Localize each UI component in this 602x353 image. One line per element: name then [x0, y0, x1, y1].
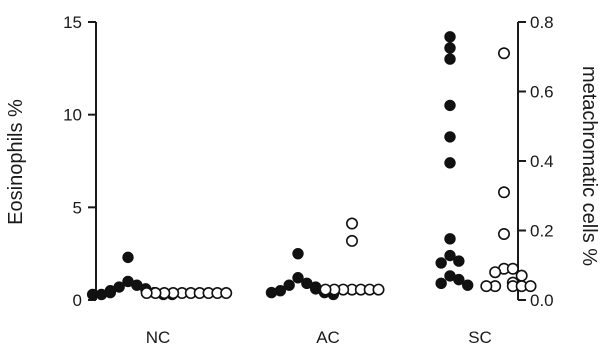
eosinophil-point — [122, 251, 134, 264]
left-y-axis: 0 5 10 15 — [63, 13, 97, 310]
right-tick-label: 0.0 — [530, 291, 554, 310]
left-axis-title: Eosinophils % — [5, 99, 27, 225]
eosinophil-point — [444, 233, 456, 245]
right-tick-label: 0.8 — [530, 13, 554, 32]
eosinophil-point — [444, 131, 456, 143]
metachromatic-point — [515, 269, 528, 282]
eosinophil-point — [444, 249, 456, 262]
eosinophil-point — [461, 279, 474, 291]
metachromatic-point — [345, 234, 358, 247]
right-y-axis: 0.0 0.2 0.4 0.6 0.8 — [517, 13, 554, 310]
eosinophil-point — [292, 247, 304, 260]
category-label-ac: AC — [316, 328, 340, 347]
left-tick-label: 15 — [63, 13, 82, 32]
metachromatic-point — [345, 217, 358, 230]
right-tick-label: 0.2 — [530, 222, 554, 241]
eosinophil-point — [453, 273, 465, 286]
right-tick-label: 0.4 — [530, 152, 554, 171]
data-points — [86, 31, 537, 301]
category-label-sc: SC — [468, 328, 492, 347]
eosinophil-point — [444, 157, 456, 169]
eosinophil-point — [453, 255, 465, 267]
metachromatic-point — [319, 283, 332, 296]
eosinophil-point — [435, 277, 447, 290]
metachromatic-point — [140, 287, 153, 300]
metachromatic-point — [497, 186, 510, 199]
eosinophil-point — [444, 31, 456, 43]
metachromatic-point — [489, 266, 502, 279]
metachromatic-point — [372, 283, 385, 296]
right-tick-label: 0.6 — [530, 83, 554, 102]
eosinophil-point — [435, 257, 447, 269]
eosinophil-point — [444, 53, 456, 65]
eosinophil-point — [444, 99, 456, 112]
category-label-nc: NC — [146, 328, 171, 347]
metachromatic-point — [497, 47, 510, 60]
eosinophil-point — [444, 42, 456, 54]
metachromatic-point — [497, 227, 510, 240]
eosinophil-point — [265, 286, 278, 299]
left-tick-label: 10 — [63, 106, 82, 125]
metachromatic-point — [220, 287, 233, 300]
category-labels: NC AC SC — [146, 328, 492, 347]
left-tick-label: 5 — [73, 198, 82, 217]
metachromatic-point — [506, 262, 519, 275]
left-tick-label: 0 — [73, 291, 82, 310]
eosinophil-point — [283, 279, 295, 291]
metachromatic-point — [480, 280, 493, 293]
eosinophil-point — [86, 288, 99, 301]
eosinophil-point — [292, 272, 304, 284]
metachromatic-point — [524, 280, 537, 293]
right-axis-title: metachromatic cells % — [578, 66, 600, 266]
